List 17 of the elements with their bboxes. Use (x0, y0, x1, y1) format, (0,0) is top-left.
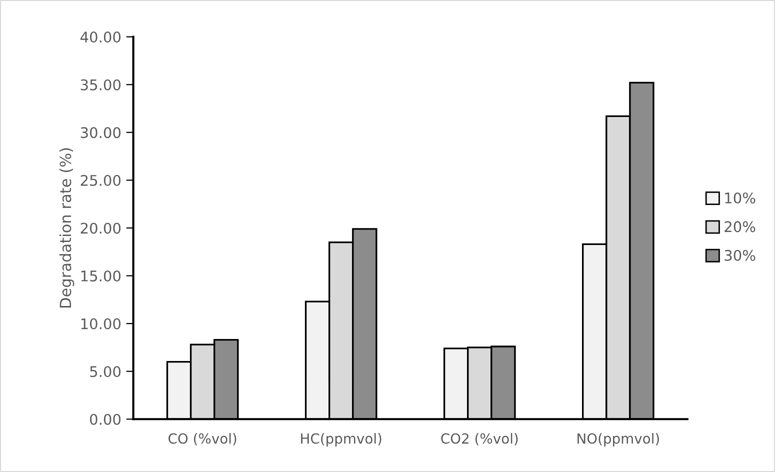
y-axis-title: Degradation rate (%) (59, 148, 74, 308)
legend-label: 20% (724, 221, 756, 232)
y-tick-label: 0.00 (90, 414, 121, 425)
y-tick-label: 25.00 (80, 174, 121, 186)
y-tick-label: 10.00 (81, 318, 121, 330)
y-tick-label: 20.00 (80, 222, 121, 234)
y-tick-label: 15.00 (81, 270, 121, 282)
y-tick-label: 40.00 (80, 32, 121, 43)
legend-label: 10% (725, 192, 756, 204)
x-tick-label: NO(ppmvol) (578, 433, 659, 446)
y-tick-label: 30.00 (80, 127, 121, 138)
y-tick-label: 35.00 (80, 79, 121, 90)
x-tick-label: CO (%vol) (168, 433, 236, 446)
x-tick-label: HC(ppmvol) (301, 433, 382, 446)
legend-label: 30% (724, 250, 756, 261)
y-tick-label: 5.00 (90, 366, 121, 378)
x-tick-label: CO2 (%vol) (441, 433, 518, 446)
